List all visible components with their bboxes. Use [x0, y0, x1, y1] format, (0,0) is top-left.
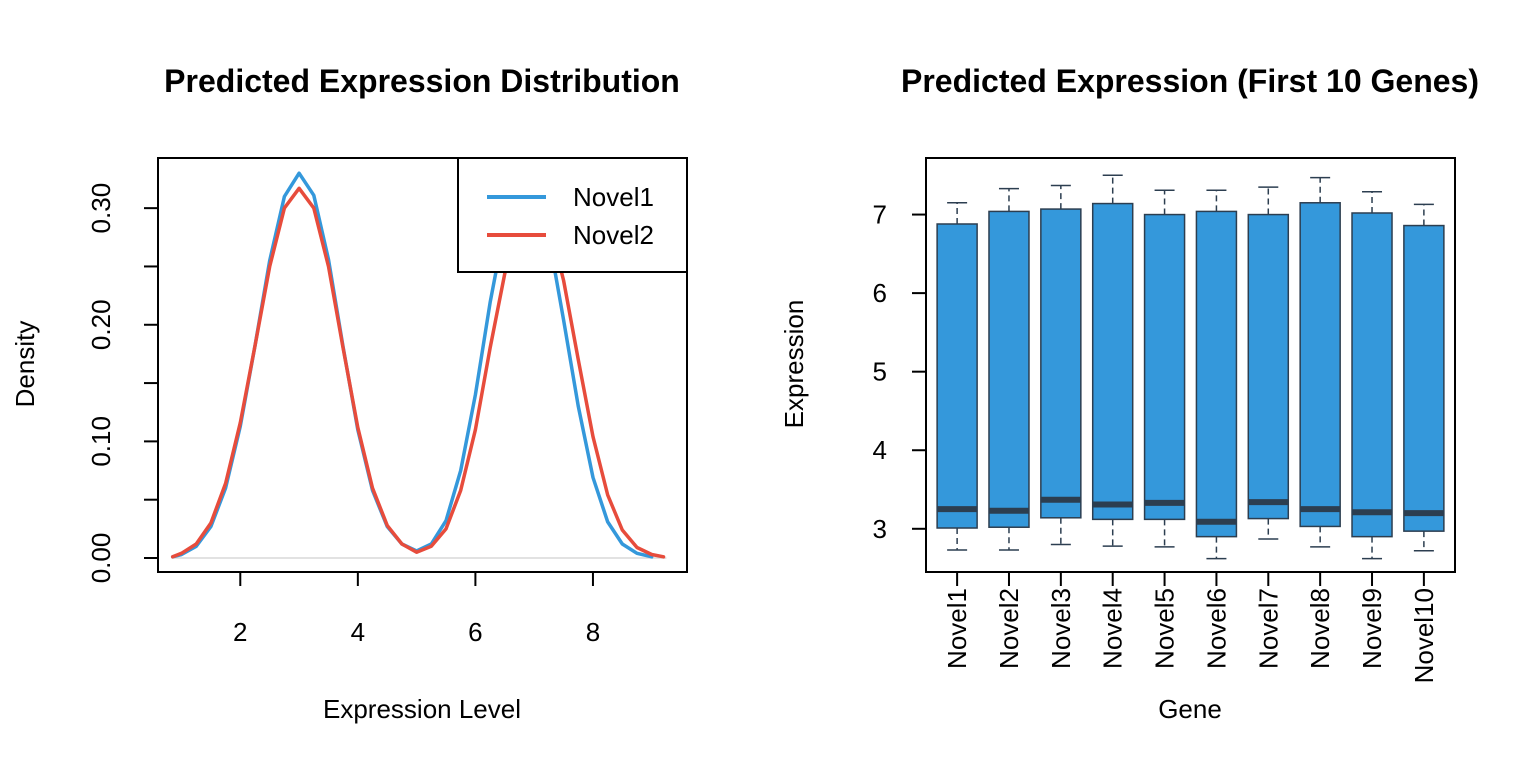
gene-tick-label-novel7: Novel7: [1253, 588, 1283, 669]
gene-tick-label-novel2: Novel2: [994, 588, 1024, 669]
legend-label-novel2: Novel2: [573, 220, 654, 250]
box-novel2: [988, 187, 1030, 551]
gene-tick-label-novel8: Novel8: [1305, 588, 1335, 669]
y-tick-label-0-20: 0.20: [86, 299, 116, 350]
gene-tick-label-novel10: Novel10: [1409, 588, 1439, 683]
y-tick-label-0-00: 0.00: [86, 533, 116, 584]
x-tick-label-2: 2: [233, 617, 247, 647]
boxplot-x-axis-label: Gene: [1158, 694, 1222, 724]
box-y-tick-label-7: 7: [873, 200, 887, 230]
density-axis-ticks: 2 4 6 8 0.00 0.10 0.20 0.30: [86, 183, 600, 647]
gene-tick-label-novel5: Novel5: [1150, 588, 1180, 669]
box-novel9: [1351, 191, 1393, 560]
density-y-axis-label: Density: [10, 321, 40, 408]
boxplot-y-axis-label: Expression: [779, 300, 809, 429]
iqr-box-novel4: [1091, 202, 1134, 521]
boxplot-panel: Predicted Expression (First 10 Genes) Ge…: [779, 63, 1479, 724]
density-plot-frame: [157, 157, 688, 573]
box-novel10: [1403, 203, 1445, 552]
iqr-box-novel9: [1351, 212, 1393, 538]
x-tick-label-4: 4: [351, 617, 365, 647]
y-tick-label-0-30: 0.30: [86, 183, 116, 234]
box-novel8: [1299, 176, 1341, 548]
density-plot-panel: Predicted Expression Distribution Expres…: [10, 63, 688, 724]
iqr-box-novel5: [1143, 213, 1186, 521]
gene-tick-label-novel9: Novel9: [1357, 588, 1387, 669]
box-novel1: [936, 202, 978, 551]
box-novel6: [1195, 189, 1238, 560]
boxplot-axis-ticks: 3 4 5 6 7 Novel1 Novel2 Novel3 Novel4 Novel5 Novel…: [873, 200, 1439, 684]
density-x-axis-label: Expression Level: [323, 694, 521, 724]
iqr-box-novel3: [1040, 208, 1082, 519]
iqr-box-novel2: [988, 210, 1030, 528]
density-legend: Novel1 Novel2: [457, 157, 688, 273]
boxplot-title: Predicted Expression (First 10 Genes): [901, 63, 1479, 99]
iqr-box-novel8: [1299, 202, 1341, 528]
gene-tick-label-novel4: Novel4: [1098, 588, 1128, 669]
gene-tick-label-novel3: Novel3: [1046, 588, 1076, 669]
density-plot-title: Predicted Expression Distribution: [164, 63, 680, 99]
gene-tick-label-novel6: Novel6: [1201, 588, 1231, 669]
gene-tick-label-novel1: Novel1: [942, 588, 972, 669]
iqr-box-novel10: [1403, 224, 1445, 532]
boxplot-frame: [925, 157, 1456, 573]
box-novel7: [1247, 186, 1290, 540]
box-novel4: [1091, 174, 1134, 547]
y-tick-label-0-10: 0.10: [86, 416, 116, 467]
legend-label-novel1: Novel1: [573, 182, 654, 212]
box-novel5: [1143, 189, 1186, 548]
legend-box: [457, 157, 688, 273]
series-line-novel2: [170, 186, 666, 559]
box-y-tick-label-6: 6: [873, 278, 887, 308]
iqr-box-novel7: [1247, 213, 1290, 520]
density-series-lines: [170, 171, 667, 559]
box-y-tick-label-4: 4: [873, 435, 887, 465]
x-tick-label-6: 6: [468, 617, 482, 647]
box-y-tick-label-3: 3: [873, 514, 887, 544]
x-tick-label-8: 8: [586, 617, 600, 647]
box-novel3: [1040, 184, 1082, 546]
box-y-tick-label-5: 5: [873, 357, 887, 387]
iqr-box-novel1: [936, 223, 978, 529]
boxplot-boxes: [936, 174, 1445, 560]
iqr-box-novel6: [1195, 210, 1238, 538]
